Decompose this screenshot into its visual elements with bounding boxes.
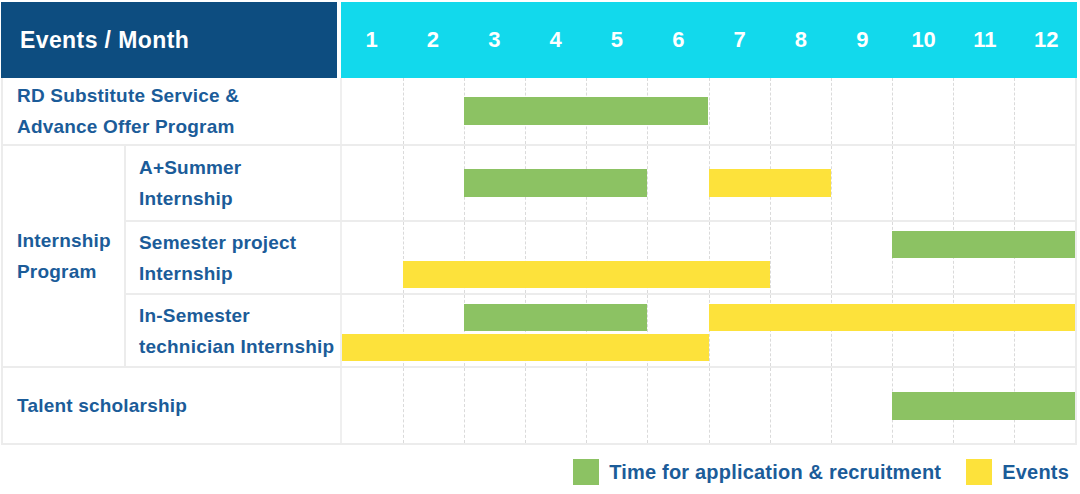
month-header-1: 1: [341, 2, 402, 78]
month-gridline: [892, 146, 893, 220]
table-row: Talent scholarship: [3, 368, 1075, 443]
application-recruitment-swatch: [573, 459, 599, 485]
row-chart-area: [342, 222, 1075, 293]
legend-label: Time for application & recruitment: [609, 461, 941, 484]
month-gridline: [709, 78, 710, 144]
table-row: Semester project Internship: [126, 222, 1075, 295]
header-title: Events / Month: [20, 27, 189, 54]
month-gridline: [647, 146, 648, 220]
row-chart-area: [342, 146, 1075, 220]
month-gridline: [586, 368, 587, 443]
events-bar: [709, 304, 1076, 331]
month-gridline: [1014, 78, 1015, 144]
month-gridline: [709, 368, 710, 443]
month-header-10: 10: [893, 2, 954, 78]
month-header-6: 6: [648, 2, 709, 78]
month-header-9: 9: [832, 2, 893, 78]
row-group-internship-program: Internship Program A+Summer Internship Sem…: [3, 146, 1075, 368]
row-label: In-Semester technician Internship: [139, 300, 334, 362]
events-month-header-cell: Events / Month: [1, 2, 337, 78]
month-gridline: [892, 78, 893, 144]
table-body: RD Substitute Service & Advance Offer Pr…: [1, 78, 1077, 445]
row-label: Semester project Internship: [139, 227, 296, 289]
month-header-7: 7: [709, 2, 770, 78]
application-recruitment-bar: [464, 169, 647, 197]
month-gridline: [525, 368, 526, 443]
month-gridline: [831, 222, 832, 293]
events-bar: [709, 169, 831, 197]
month-header-5: 5: [586, 2, 647, 78]
month-header-8: 8: [770, 2, 831, 78]
table-row: In-Semester technician Internship: [126, 295, 1075, 366]
month-gridline: [770, 78, 771, 144]
group-label: Internship Program: [17, 225, 111, 287]
month-gridline: [403, 368, 404, 443]
table-header: Events / Month 123456789101112: [1, 2, 1077, 78]
events-bar: [342, 334, 709, 361]
row-label-cell: Talent scholarship: [3, 368, 342, 443]
month-gridline: [1014, 146, 1015, 220]
application-recruitment-bar: [464, 97, 708, 125]
legend-item-application: Time for application & recruitment: [573, 459, 941, 485]
month-gridline: [831, 78, 832, 144]
month-gridline: [647, 368, 648, 443]
row-label-cell: Semester project Internship: [126, 222, 342, 293]
application-recruitment-bar: [464, 304, 647, 331]
month-gridline: [831, 146, 832, 220]
month-gridline: [464, 368, 465, 443]
row-label-cell: RD Substitute Service & Advance Offer Pr…: [3, 78, 342, 144]
month-gridline: [403, 78, 404, 144]
month-header-12: 12: [1016, 2, 1077, 78]
legend-label: Events: [1002, 461, 1069, 484]
legend-item-events: Events: [966, 459, 1069, 485]
row-chart-area: [342, 295, 1075, 366]
application-recruitment-bar: [892, 392, 1075, 420]
row-chart-area: [342, 78, 1075, 144]
month-gridline: [770, 222, 771, 293]
month-header-4: 4: [525, 2, 586, 78]
row-label-cell: A+Summer Internship: [126, 146, 342, 220]
month-header-3: 3: [464, 2, 525, 78]
month-gridline: [953, 146, 954, 220]
events-swatch: [966, 459, 992, 485]
application-recruitment-bar: [892, 231, 1075, 258]
row-chart-area: [342, 368, 1075, 443]
legend: Time for application & recruitment Events: [573, 459, 1069, 485]
month-header-2: 2: [402, 2, 463, 78]
month-gridline: [403, 146, 404, 220]
row-label: RD Substitute Service & Advance Offer Pr…: [17, 80, 239, 142]
month-gridline: [770, 368, 771, 443]
row-label: Talent scholarship: [17, 390, 187, 421]
row-label-cell: In-Semester technician Internship: [126, 295, 342, 366]
month-gridline: [831, 368, 832, 443]
group-label-cell: Internship Program: [3, 146, 126, 366]
table-row: RD Substitute Service & Advance Offer Pr…: [3, 78, 1075, 146]
group-rows: A+Summer Internship Semester project Inte…: [126, 146, 1075, 366]
table-row: A+Summer Internship: [126, 146, 1075, 222]
gantt-schedule-screen: Events / Month 123456789101112 RD Substi…: [0, 0, 1080, 494]
events-bar: [403, 261, 770, 288]
month-header-row: 123456789101112: [341, 2, 1077, 78]
month-header-11: 11: [954, 2, 1015, 78]
row-label: A+Summer Internship: [139, 152, 241, 214]
month-gridline: [953, 78, 954, 144]
